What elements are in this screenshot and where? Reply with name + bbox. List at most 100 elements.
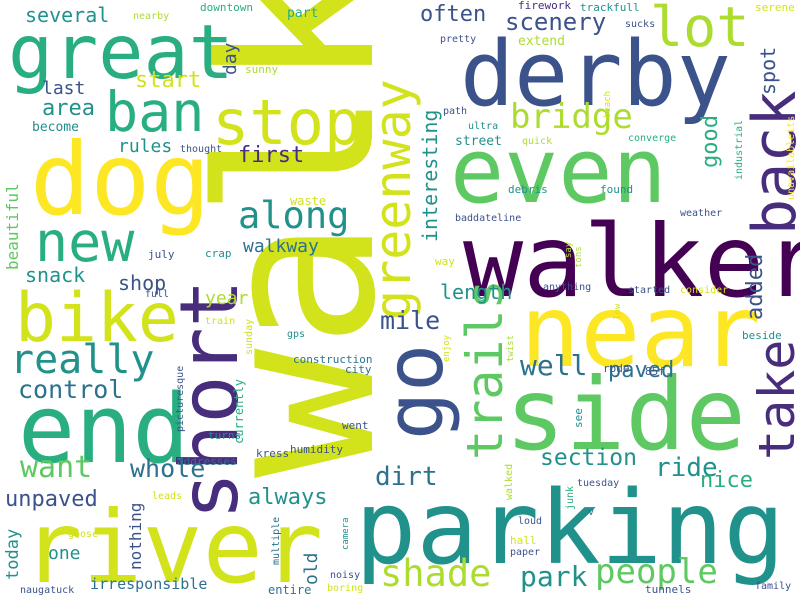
word-year: year <box>205 288 249 309</box>
word-full: full <box>145 289 170 300</box>
word-park: park <box>520 560 588 593</box>
word-firework: firework <box>518 0 571 12</box>
word-extend: extend <box>518 34 565 49</box>
word-family: family <box>755 581 792 592</box>
word-consider: consider <box>680 285 729 296</box>
word-lot: lot <box>650 0 750 59</box>
word-ultra: ultra <box>468 121 499 132</box>
word-hall: hall <box>510 534 537 547</box>
word-ride: ride <box>655 453 718 483</box>
word-thought: thought <box>180 144 223 155</box>
word-walker: walker <box>463 203 800 320</box>
word-went: went <box>342 419 369 432</box>
word-naugatuck: naugatuck <box>20 585 75 596</box>
word-sunny: sunny <box>245 63 279 76</box>
word-length: length <box>440 280 513 304</box>
word-quick: quick <box>522 136 553 147</box>
word-started: started <box>628 285 671 296</box>
word-sucks: sucks <box>625 19 656 30</box>
word-july: july <box>148 248 175 261</box>
word-street: street <box>455 134 502 149</box>
word-nice: nice <box>700 468 753 493</box>
word-boring: boring <box>327 583 364 594</box>
word-way: way <box>435 255 455 268</box>
word-rode: rode <box>603 362 630 375</box>
word-snack: snack <box>25 263 86 287</box>
word-bike: bike <box>15 279 179 358</box>
word-one: one <box>48 543 81 564</box>
word-multiple: multiple <box>271 516 282 565</box>
word-twist: twist <box>506 334 516 362</box>
word-loud: loud <box>518 516 543 527</box>
word-entire: entire <box>268 583 312 597</box>
word-goose: goose <box>68 529 99 540</box>
word-really: really <box>10 337 155 383</box>
word-see: see <box>572 408 585 428</box>
word-industrial: industrial <box>734 119 745 180</box>
word-construction: construction <box>293 353 373 366</box>
word-trackfull: trackfull <box>580 1 640 14</box>
word-v: v <box>588 507 595 518</box>
word-mile: mile <box>380 306 441 335</box>
word-walkway: walkway <box>243 236 319 257</box>
word-control: control <box>18 375 124 404</box>
word-great: great <box>8 8 234 96</box>
word-found: found <box>600 183 634 196</box>
word-often: often <box>420 2 487 27</box>
word-enjoy: enjoy <box>442 334 452 362</box>
word-leads: leads <box>152 491 183 502</box>
word-trails: trails <box>456 279 514 460</box>
word-start: start <box>135 68 202 93</box>
word-noisy: noisy <box>330 570 361 581</box>
word-bridge: bridge <box>510 97 633 137</box>
word-serene: serene <box>755 1 795 14</box>
word-part: part <box>287 6 319 21</box>
word-even: even <box>450 119 667 224</box>
word-turns: turns <box>208 429 242 442</box>
word-along: along <box>238 194 350 237</box>
word-tunnels: tunnels <box>645 583 692 596</box>
word-unpaved: unpaved <box>5 487 98 512</box>
word-whole: whole <box>130 454 206 483</box>
word-end: end <box>18 375 190 485</box>
word-rules: rules <box>118 136 173 157</box>
word-nearby: nearby <box>133 11 170 22</box>
word-addresses: addresses <box>177 455 237 468</box>
word-ban: ban <box>105 80 205 144</box>
word-want: want <box>20 450 93 485</box>
word-people: people <box>595 552 718 592</box>
word-area: area <box>42 96 95 121</box>
word-scenery: scenery <box>505 8 607 36</box>
word-today: today <box>3 528 23 580</box>
word-beside: beside <box>742 329 782 342</box>
word-downtown: downtown <box>200 1 253 14</box>
word-unavailableits: unavailableits <box>786 115 797 200</box>
word-dog: dog <box>30 121 211 238</box>
word-tuesday: tuesday <box>577 478 620 489</box>
word-take: take <box>748 339 800 460</box>
word-debris: debris <box>508 183 548 196</box>
word-paved: paved <box>608 358 675 383</box>
word-say: say <box>564 241 574 258</box>
word-city: city <box>345 363 372 376</box>
word-old: old <box>301 552 322 585</box>
word-side: side <box>505 356 746 473</box>
word-become: become <box>32 120 79 135</box>
word-85f: 85f <box>645 365 665 378</box>
word-good: good <box>698 115 723 168</box>
word-baddateline: baddateline <box>455 213 522 224</box>
word-picturesque: picturesque <box>175 365 186 432</box>
word-waste: waste <box>290 194 327 208</box>
word-first: first <box>238 143 305 168</box>
word-gps: gps <box>287 329 306 340</box>
word-added: added <box>743 253 768 320</box>
word-interesting: interesting <box>418 109 442 242</box>
word-kress: kress <box>256 447 290 460</box>
word-near: near <box>520 273 761 390</box>
word-always: always <box>248 485 328 510</box>
word-spot: spot <box>756 46 780 95</box>
word-new: new <box>35 210 135 274</box>
word-pretty: pretty <box>440 34 477 45</box>
word-dirt: dirt <box>375 462 438 492</box>
